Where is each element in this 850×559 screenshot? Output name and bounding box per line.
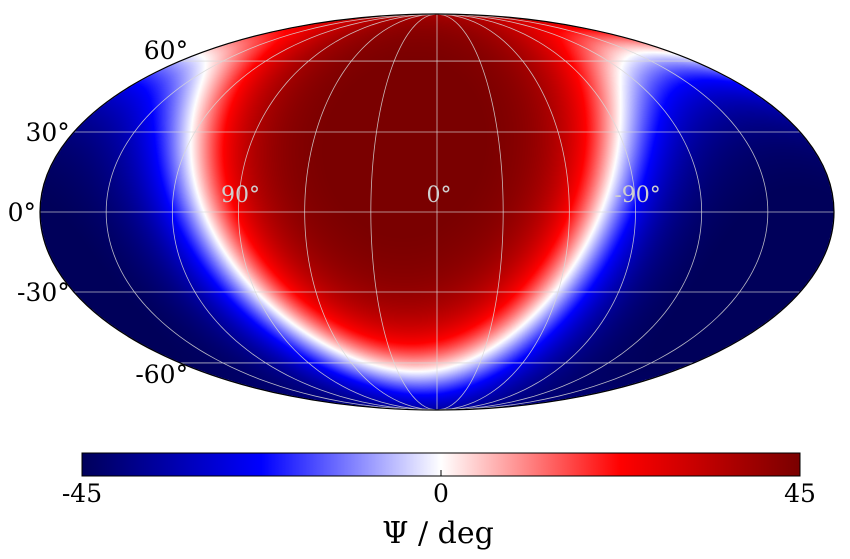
latitude-tick-label: 30° [25,118,69,147]
colorbar-ticks: -45 0 45 [62,470,816,508]
latitude-tick-label: -60° [135,360,188,389]
longitude-tick-label: 90° [221,183,260,208]
colorbar-tick-label: 0 [433,479,449,508]
latitude-tick-label: -30° [17,278,70,307]
colorbar: -45 0 45 Ψ / deg [62,452,816,551]
map-area [39,13,835,411]
latitude-tick-label: 60° [144,36,188,65]
graticule [40,14,834,410]
latitude-labels: 60° 30° 0° -30° -60° [8,36,189,389]
longitude-labels: 90° 0° -90° [221,183,661,208]
colorbar-tick-label: 45 [784,479,816,508]
longitude-tick-label: 0° [427,183,452,208]
colorbar-label: Ψ / deg [382,516,494,551]
map-outline [39,13,835,411]
longitude-tick-label: -90° [614,183,660,208]
colorbar-tick-label: -45 [62,479,102,508]
latitude-tick-label: 0° [8,198,36,227]
